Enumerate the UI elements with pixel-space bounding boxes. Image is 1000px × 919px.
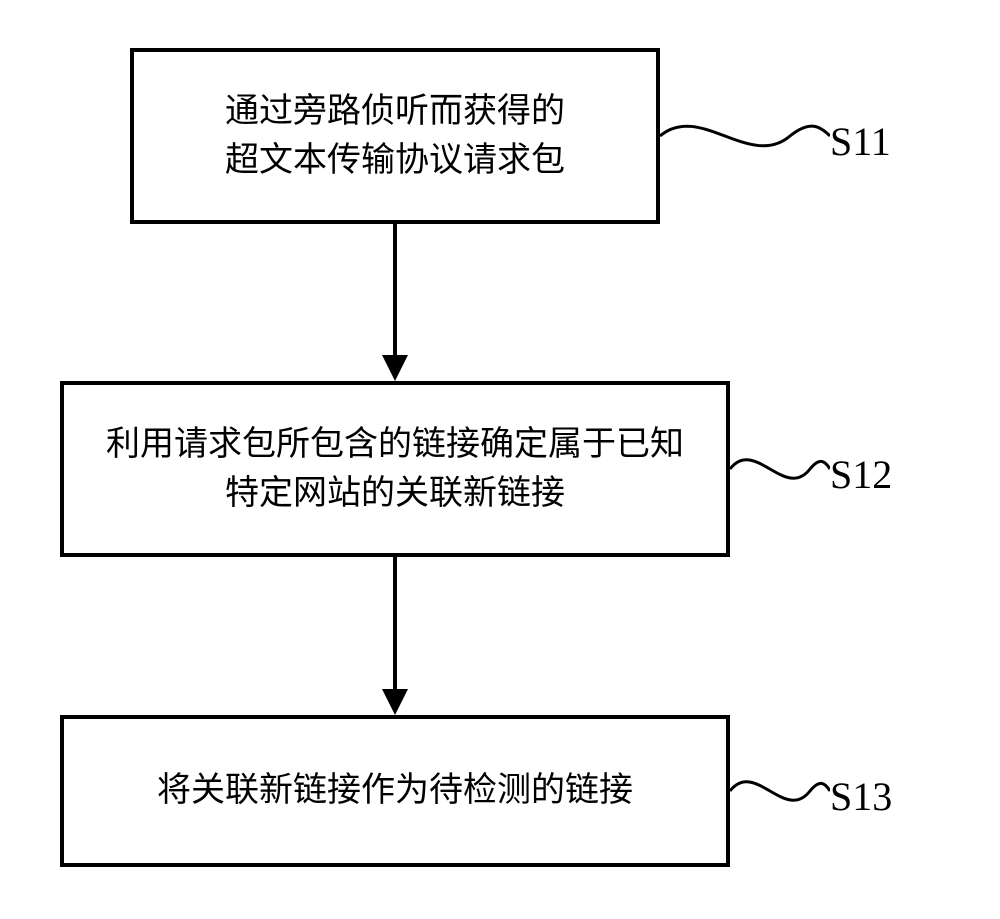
connector-n1 [660,116,830,156]
step-label-n1: S11 [830,118,891,165]
flow-node-n3: 将关联新链接作为待检测的链接 [60,715,730,867]
flow-node-n1: 通过旁路侦听而获得的 超文本传输协议请求包 [130,48,660,224]
edge-n1-n2 [380,224,410,381]
flow-node-text: 利用请求包所包含的链接确定属于已知 特定网站的关联新链接 [106,420,684,519]
flow-node-text: 通过旁路侦听而获得的 超文本传输协议请求包 [225,87,565,186]
step-label-n2: S12 [830,451,892,498]
step-label-n3: S13 [830,773,892,820]
flowchart-canvas: 通过旁路侦听而获得的 超文本传输协议请求包 S11 利用请求包所包含的链接确定属于已… [0,0,1000,919]
connector-n3 [730,771,830,811]
edge-n2-n3 [380,557,410,715]
connector-n2 [730,449,830,489]
flow-node-text: 将关联新链接作为待检测的链接 [157,766,633,815]
flow-node-n2: 利用请求包所包含的链接确定属于已知 特定网站的关联新链接 [60,381,730,557]
